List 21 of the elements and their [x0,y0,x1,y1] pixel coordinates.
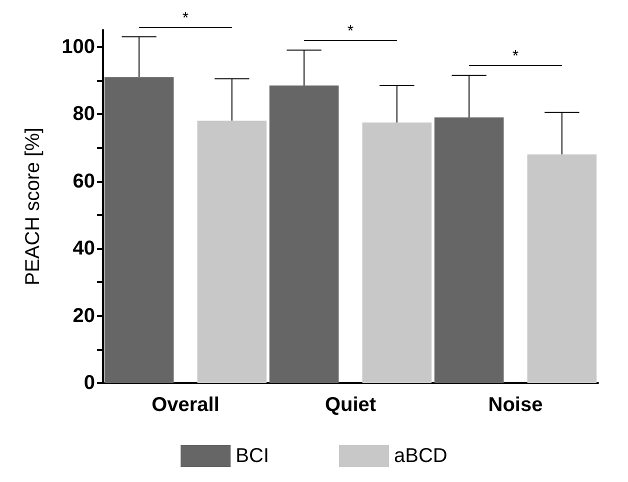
bar [197,120,267,383]
annotation: * [512,48,519,66]
x-tick-label: Noise [488,394,543,416]
x-tick-label: Quiet [324,394,376,416]
y-tick-label: 60 [72,170,95,192]
y-tick-label: 40 [72,238,95,260]
bar [527,154,597,383]
bar [269,85,339,383]
legend-label: aBCD [394,445,448,467]
y-tick-label: 80 [72,103,95,126]
annotation: * [347,23,354,42]
y-tick-label: 20 [72,304,95,327]
bar [434,117,504,383]
legend-label: BCI [236,445,269,467]
bar [104,77,174,383]
text: * [182,10,189,28]
y-tick-label: 0 [84,372,95,394]
x-tick-label: Overall [152,394,220,416]
y-tick-label: 100 [62,36,95,58]
y-axis-title: PEACH score [%] [22,128,44,286]
bar [362,122,432,383]
